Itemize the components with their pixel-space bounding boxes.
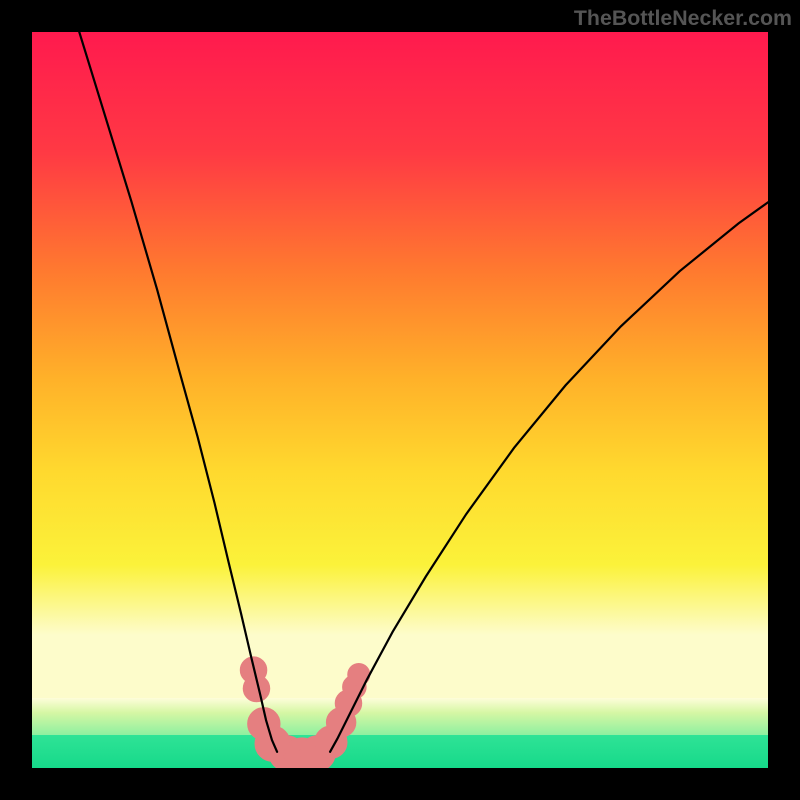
plot-area (32, 32, 768, 768)
watermark-text: TheBottleNecker.com (574, 6, 792, 31)
gradient-light-band (32, 698, 768, 735)
gradient-main (32, 32, 768, 698)
gradient-green-band (32, 735, 768, 768)
